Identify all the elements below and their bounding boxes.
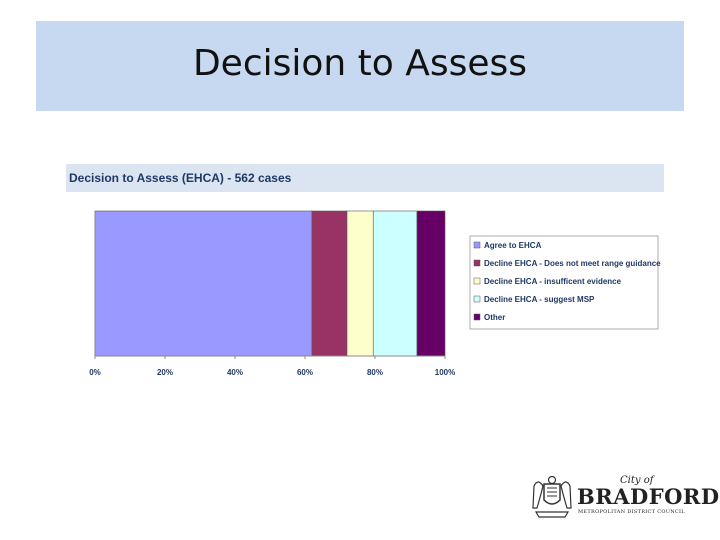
logo-subtitle: METROPOLITAN DISTRICT COUNCIL <box>578 509 685 515</box>
legend-swatch-4 <box>473 295 481 303</box>
legend-swatch-3 <box>473 277 481 285</box>
bar-segment-5 <box>416 210 446 357</box>
bar-segment-3 <box>346 210 374 357</box>
legend-label-4: Decline EHCA - suggest MSP <box>484 295 595 304</box>
coat-of-arms-icon <box>532 475 572 518</box>
legend-label-1: Agree to EHCA <box>484 241 542 250</box>
title-band: Decision to Assess <box>36 21 684 111</box>
chart-title-bar: Decision to Assess (EHCA) - 562 cases <box>66 164 664 192</box>
legend-box <box>469 235 659 330</box>
legend-label-3: Decline EHCA - insufficent evidence <box>484 277 622 286</box>
chart-title: Decision to Assess (EHCA) - 562 cases <box>69 171 292 185</box>
bar-segment-1 <box>94 210 313 357</box>
legend-swatch-5 <box>473 313 481 321</box>
x-tick-label: 80% <box>367 368 383 377</box>
x-tick-label: 20% <box>157 368 173 377</box>
legend-label-2: Decline EHCA - Does not meet range guida… <box>484 259 661 268</box>
legend-swatch-1 <box>473 241 481 249</box>
bar-segment-2 <box>311 210 348 357</box>
x-tick-label: 0% <box>89 368 101 377</box>
bar-segment-4 <box>372 210 418 357</box>
logo-city: City of <box>620 475 654 486</box>
x-tick-label: 60% <box>297 368 313 377</box>
legend-label-5: Other <box>484 313 505 322</box>
slide-title: Decision to Assess <box>192 43 528 84</box>
x-tick-label: 40% <box>227 368 243 377</box>
bradford-council-logo: City of BRADFORD METROPOLITAN DISTRICT C… <box>530 472 719 524</box>
logo-name: BRADFORD <box>577 484 720 509</box>
x-tick-label: 100% <box>435 368 455 377</box>
legend-swatch-2 <box>473 259 481 267</box>
